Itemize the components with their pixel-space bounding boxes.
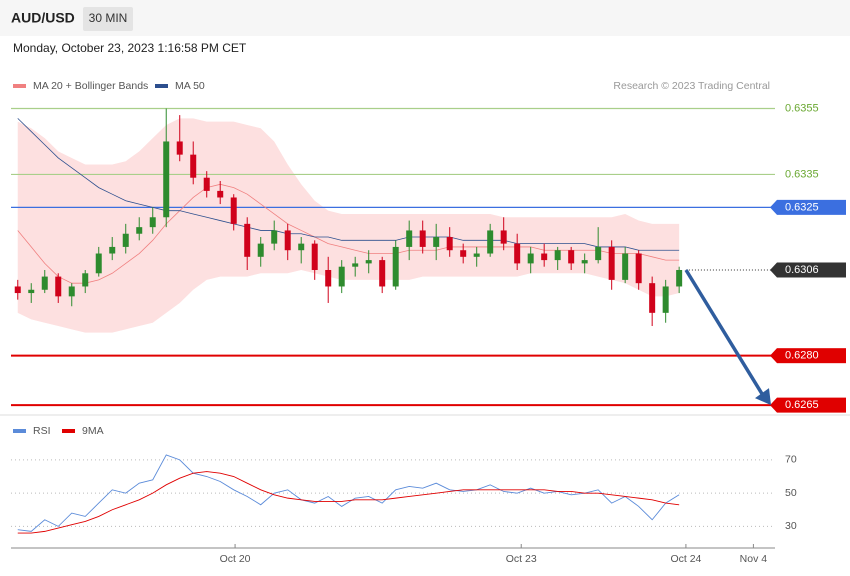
level-label-pointer [770,397,777,413]
legend-swatch [155,84,168,88]
candle-body [257,243,264,257]
candle-body [298,243,305,251]
x-tick-label: Nov 4 [740,553,768,565]
candle-body [460,250,467,257]
candle-body [433,237,440,247]
candle-body [487,230,494,254]
level-label-box [777,397,846,413]
candle-body [311,243,318,270]
x-tick-label: Oct 20 [220,553,251,565]
candle-body [136,227,143,234]
candle-body [230,197,237,224]
candle-body [541,253,548,261]
candle-body [244,223,251,257]
candle-body [554,250,561,261]
legend-label: 9MA [82,425,104,437]
candle-body [622,253,629,280]
forecast-arrow [684,269,766,399]
candle-body [406,230,413,247]
candle-body [581,260,588,264]
level-label-pointer [770,199,777,215]
candle-body [446,237,453,251]
candle-body [149,217,156,228]
level-label-pointer [770,348,777,364]
header-band [0,0,850,36]
candle-body [514,243,521,264]
legend-swatch [62,429,75,433]
ma-line [17,118,680,251]
candle-body [122,233,129,247]
candle-body [365,260,372,264]
level-label: 0.6280 [785,350,819,362]
level-label-box [777,199,846,215]
forecast-arrowhead [755,388,771,406]
candle-body [473,253,480,257]
y-tick-label: 50 [785,487,797,499]
candle-body [68,286,75,297]
level-label: 0.6325 [785,201,819,213]
candle-body [41,276,48,290]
candle-body [662,286,669,313]
candle-body [419,230,426,247]
candle-body [82,273,89,287]
candle-body [392,246,399,287]
rsi-line [17,471,680,534]
candle-body [95,253,102,274]
level-label: 0.6306 [785,264,819,276]
level-label-pointer [770,262,777,278]
legend-label: RSI [33,425,51,437]
level-label: 0.6335 [785,168,819,180]
credit: Research © 2023 Trading Central [613,80,770,92]
level-label: 0.6355 [785,102,819,114]
level-label: 0.6265 [785,399,819,411]
candle-body [217,190,224,198]
candle-body [284,230,291,251]
candle-body [338,266,345,287]
candle-body [500,230,507,244]
candle-body [190,154,197,178]
legend-swatch [13,429,26,433]
candle-body [527,253,534,264]
candle-body [676,269,683,287]
timestamp: Monday, October 23, 2023 1:16:58 PM CET [13,41,247,55]
candle-body [595,246,602,261]
candle-body [379,260,386,287]
candle-body [325,269,332,287]
candle-body [352,263,359,267]
timeframe: 30 MIN [89,11,128,25]
legend-label: MA 50 [175,80,205,92]
candle-body [28,289,35,294]
candle-body [109,246,116,254]
candle-body [568,250,575,264]
bollinger-band [17,118,680,333]
candle-body [608,246,615,280]
y-tick-label: 30 [785,520,797,532]
ma-line [17,183,680,284]
candle-body [271,230,278,244]
level-label-box [777,262,846,278]
candle-body [203,177,210,191]
x-tick-label: Oct 24 [670,553,701,565]
candle-body [55,276,62,297]
x-tick-label: Oct 23 [506,553,537,565]
legend-swatch [13,84,26,88]
candle-body [176,141,183,155]
candle-body [635,253,642,284]
chart-title: AUD/USD [11,10,75,26]
candle-body [14,286,21,294]
rsi-line [17,454,680,532]
timeframe-box [83,7,133,31]
candle-body [649,283,656,313]
y-tick-label: 70 [785,454,797,466]
level-label-box [777,348,846,364]
candle-body [163,141,170,218]
legend-label: MA 20 + Bollinger Bands [33,80,148,92]
